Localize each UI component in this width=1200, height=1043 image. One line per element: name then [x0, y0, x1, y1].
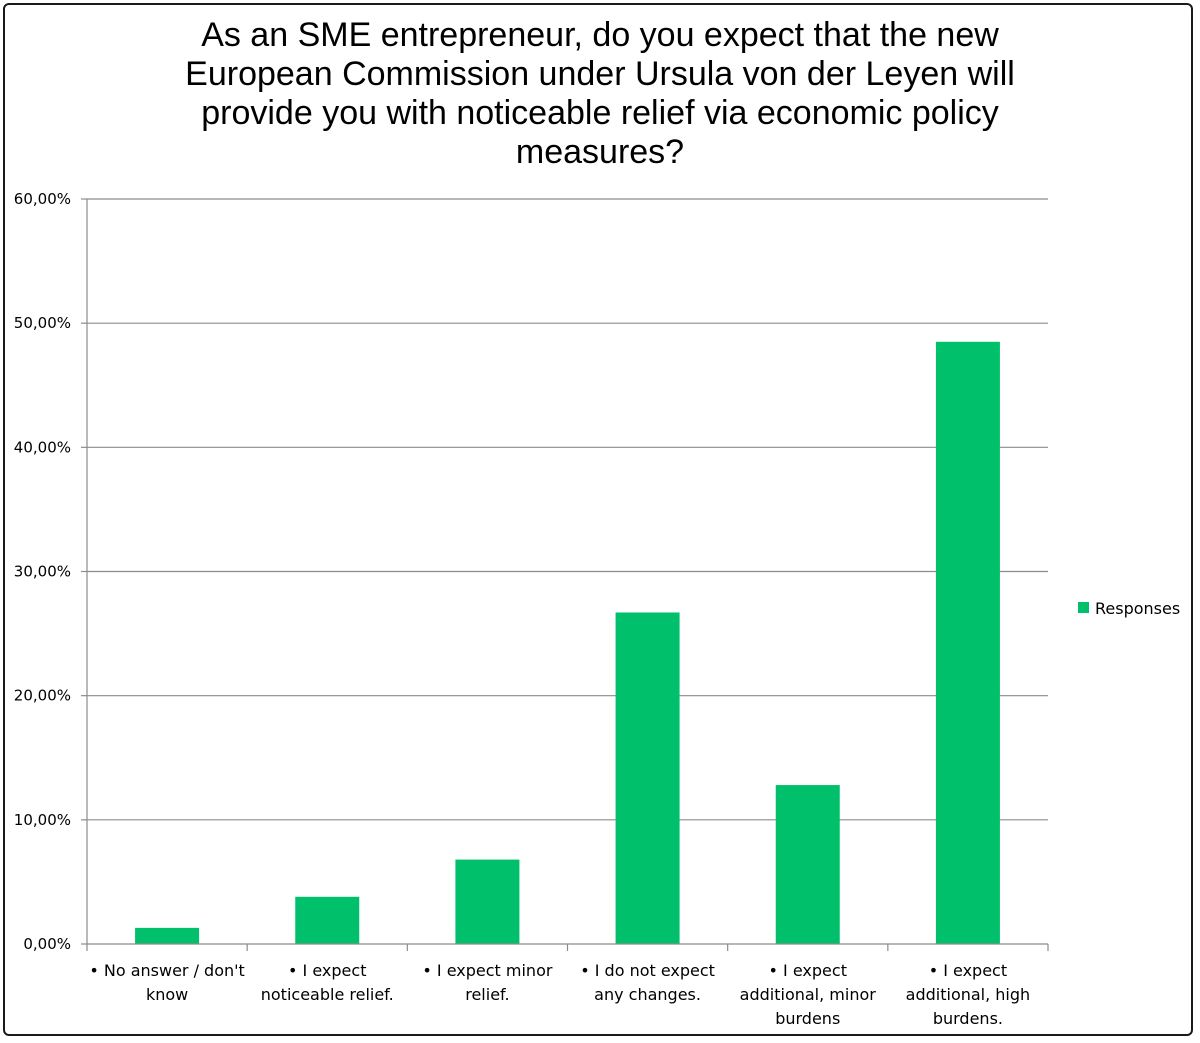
bar [775, 785, 840, 944]
y-tick-label: 0,00% [23, 935, 71, 953]
y-tick-label: 20,00% [14, 687, 71, 705]
axes [86, 199, 1049, 951]
x-category-label: • I expect noticeable relief. [261, 961, 394, 1004]
x-category-label: • I expect minor relief. [422, 961, 552, 1004]
legend-label: Responses [1095, 599, 1180, 618]
y-tick-label: 50,00% [14, 314, 71, 332]
legend: Responses [1078, 599, 1180, 618]
bar [615, 612, 680, 944]
y-axis-tick-labels: 0,00% 10,00% 20,00% 30,00% 40,00% 50,00% 60,00… [14, 190, 71, 953]
x-category-label: • I do not expect any changes. [580, 961, 715, 1004]
x-category-label: • I expect additional, minor burdens [740, 961, 877, 1028]
bar [935, 341, 1000, 945]
x-category-label: • No answer / don't know [89, 961, 244, 1004]
y-tick-label: 60,00% [14, 190, 71, 208]
y-tick-label: 10,00% [14, 811, 71, 829]
bar [135, 927, 200, 944]
bars [135, 341, 1000, 945]
bar [295, 896, 360, 944]
y-tick-label: 30,00% [14, 563, 71, 581]
gridlines [81, 198, 1048, 945]
x-axis-category-labels: • No answer / don't know • I expect noticea… [89, 961, 1030, 1028]
y-tick-label: 40,00% [14, 438, 71, 456]
legend-swatch [1078, 602, 1089, 613]
x-category-label: • I expect additional, high burdens. [906, 961, 1031, 1028]
bar [455, 859, 520, 944]
chart-title: As an SME entrepreneur, do you expect th… [185, 16, 1015, 171]
